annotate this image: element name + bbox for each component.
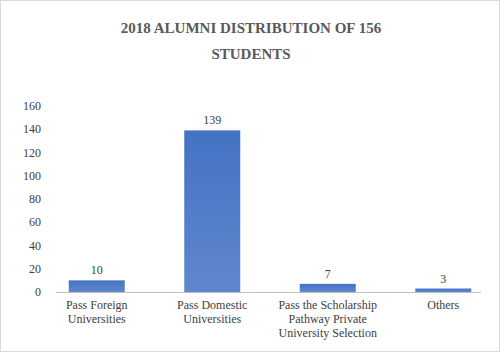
bar <box>184 130 240 292</box>
title: 2018 ALUMNI DISTRIBUTION OF 156 STUDENTS <box>91 15 411 67</box>
bar <box>69 280 125 292</box>
y-tick <box>43 292 45 293</box>
bar <box>415 289 471 292</box>
chart: 0 20 40 60 80 100 120 140 160 10 139 7 3 2018 ALUMNI… <box>0 0 500 352</box>
data-label: 7 <box>325 267 331 281</box>
y-tick <box>43 222 45 223</box>
y-tick <box>43 106 45 107</box>
y-tick <box>43 152 45 153</box>
y-tick <box>43 268 45 269</box>
bar <box>300 284 356 292</box>
y-tick-label: 120 <box>23 146 41 160</box>
x-tick-label: Pass the Scholarship Pathway Private Uni… <box>272 298 384 340</box>
x-tick-label: Others <box>387 298 499 312</box>
y-tick-label: 20 <box>29 262 41 276</box>
y-tick-label: 80 <box>29 192 41 206</box>
y-tick <box>43 175 45 176</box>
y-tick <box>43 199 45 200</box>
y-tick-label: 60 <box>29 215 41 229</box>
x-tick-label: Pass Foreign Universities <box>41 298 153 326</box>
y-tick-label: 0 <box>35 285 41 299</box>
data-label: 139 <box>203 113 221 127</box>
x-axis <box>56 292 481 293</box>
bars <box>69 130 472 292</box>
data-label: 10 <box>91 263 103 277</box>
y-tick-label: 140 <box>23 122 41 136</box>
y-tick-label: 100 <box>23 169 41 183</box>
y-tick <box>43 129 45 130</box>
y-tick-label: 40 <box>29 239 41 253</box>
y-tick <box>43 245 45 246</box>
y-tick-label: 160 <box>23 99 41 113</box>
x-tick-label: Pass Domestic Universities <box>156 298 268 326</box>
data-label: 3 <box>440 272 446 286</box>
